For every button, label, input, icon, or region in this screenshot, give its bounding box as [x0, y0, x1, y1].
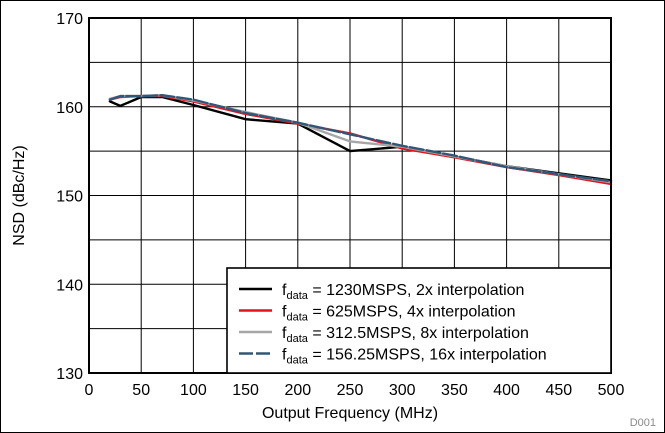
x-tick-label: 200 — [284, 382, 311, 399]
x-tick-label: 100 — [180, 382, 207, 399]
legend-label-4: fdata = 156.25MSPS, 16x interpolation — [282, 347, 547, 367]
x-axis-ticks: 0 50 100 150 200 250 300 350 400 450 500 — [85, 382, 625, 399]
legend-label-2: fdata = 625MSPS, 4x interpolation — [282, 304, 516, 324]
x-tick-label: 500 — [598, 382, 625, 399]
y-axis-label: NSD (dBc/Hz) — [11, 145, 28, 245]
legend-box — [226, 267, 612, 374]
series-lines — [108, 93, 613, 186]
x-tick-label: 300 — [389, 382, 416, 399]
legend-label-1: fdata = 1230MSPS, 2x interpolation — [282, 282, 524, 302]
x-tick-label: 0 — [85, 382, 94, 399]
series-line-1 — [108, 95, 613, 182]
y-tick-label: 150 — [56, 189, 83, 206]
y-tick-label: 160 — [56, 100, 83, 117]
series-line-4 — [108, 93, 613, 183]
y-axis-ticks: 130 140 150 160 170 — [56, 11, 83, 383]
x-tick-label: 150 — [232, 382, 259, 399]
x-axis-label: Output Frequency (MHz) — [262, 405, 438, 422]
legend: fdata = 1230MSPS, 2x interpolationfdata … — [226, 267, 612, 374]
x-tick-label: 50 — [132, 382, 150, 399]
legend-label-3: fdata = 312.5MSPS, 8x interpolation — [282, 325, 529, 345]
x-tick-label: 450 — [545, 382, 572, 399]
x-tick-label: 400 — [493, 382, 520, 399]
x-tick-label: 350 — [441, 382, 468, 399]
x-tick-label: 250 — [337, 382, 364, 399]
y-tick-label: 170 — [56, 11, 83, 28]
y-tick-label: 130 — [56, 366, 83, 383]
y-tick-label: 140 — [56, 277, 83, 294]
figure-code: D001 — [630, 417, 656, 429]
